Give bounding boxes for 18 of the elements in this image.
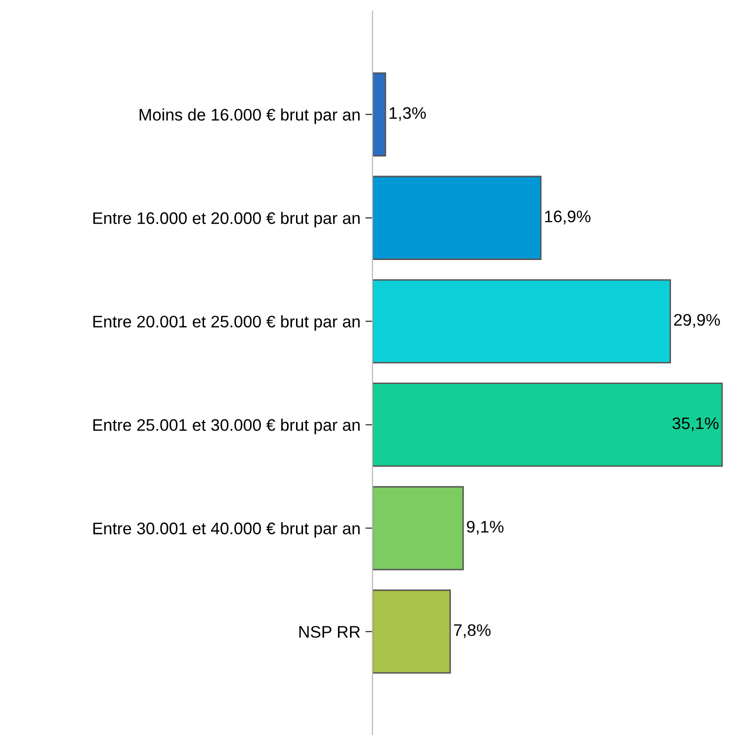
data-label: 1,3% [390, 107, 426, 121]
bar [372, 72, 386, 157]
data-label: 16,9% [545, 210, 590, 224]
data-label: 35,1% [672, 417, 718, 432]
y-tick-label: Entre 20.001 et 25.000 € brut par an [93, 315, 360, 331]
data-label: 7,8% [454, 624, 491, 638]
bar [372, 486, 464, 570]
bar [372, 382, 723, 467]
data-label: 29,9% [674, 314, 720, 328]
bar [372, 590, 451, 674]
y-tick-label: Entre 30.001 et 40.000 € brut par an [93, 522, 360, 538]
y-tick-label: Entre 25.001 et 30.000 € brut par an [93, 418, 360, 434]
y-tick-label: Entre 16.000 et 20.000 € brut par an [93, 212, 360, 228]
data-label: 9,1% [466, 520, 504, 535]
y-tick-label: NSP RR [299, 626, 360, 638]
bar [372, 176, 542, 260]
y-tick-label: Moins de 16.000 € brut par an [140, 108, 360, 124]
bar [372, 279, 671, 364]
